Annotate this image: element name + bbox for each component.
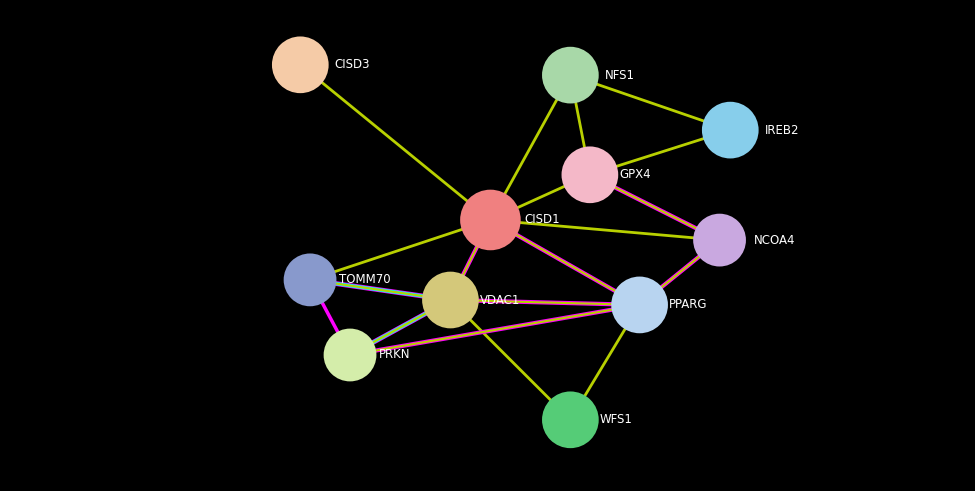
- Text: VDAC1: VDAC1: [480, 294, 520, 306]
- Text: PRKN: PRKN: [379, 349, 410, 361]
- Ellipse shape: [543, 392, 598, 447]
- Ellipse shape: [423, 273, 478, 327]
- Ellipse shape: [543, 48, 598, 103]
- Text: NFS1: NFS1: [604, 69, 635, 82]
- Text: CISD3: CISD3: [334, 58, 370, 71]
- Ellipse shape: [703, 103, 758, 158]
- Ellipse shape: [563, 147, 617, 202]
- Ellipse shape: [273, 37, 328, 92]
- Text: CISD1: CISD1: [525, 214, 561, 226]
- Text: PPARG: PPARG: [669, 299, 707, 311]
- Text: NCOA4: NCOA4: [754, 234, 796, 246]
- Text: GPX4: GPX4: [619, 168, 650, 181]
- Text: TOMM70: TOMM70: [339, 273, 391, 286]
- Ellipse shape: [612, 277, 667, 332]
- Ellipse shape: [461, 191, 520, 249]
- Ellipse shape: [325, 329, 375, 381]
- Text: WFS1: WFS1: [600, 413, 633, 426]
- Text: IREB2: IREB2: [764, 124, 799, 136]
- Ellipse shape: [285, 254, 335, 305]
- Ellipse shape: [694, 215, 745, 266]
